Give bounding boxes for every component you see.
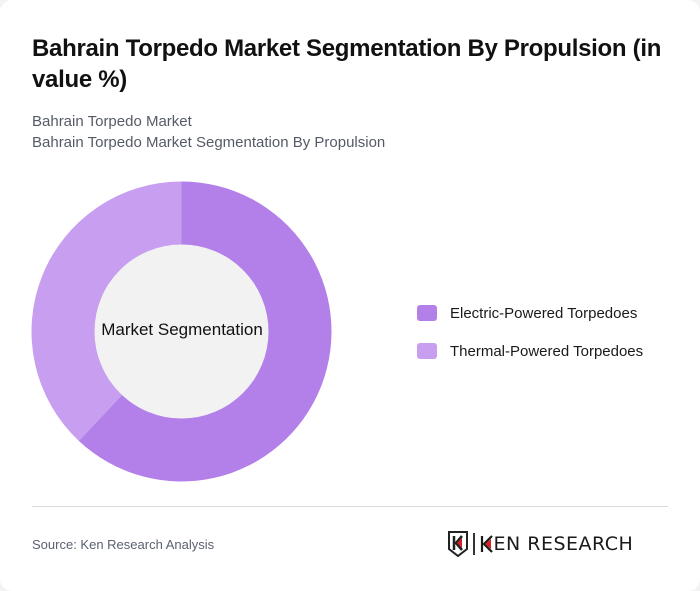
chart-subtitle-market: Bahrain Torpedo Market (32, 113, 192, 130)
chart-subtitle-segmentation: Bahrain Torpedo Market Segmentation By P… (32, 134, 386, 151)
logo-separator (473, 533, 475, 555)
donut-chart (31, 181, 332, 482)
chart-title: Bahrain Torpedo Market Segmentation By P… (32, 35, 662, 93)
legend-label-electric: Electric-Powered Torpedoes (450, 304, 638, 322)
chart-area: Market Segmentation Electric-Powered Tor… (0, 170, 700, 500)
legend-item-thermal[interactable]: Thermal-Powered Torpedoes (417, 341, 643, 361)
donut-center-label: Market Segmentation (101, 320, 263, 339)
legend-swatch-electric (417, 305, 437, 321)
chart-legend: Electric-Powered Torpedoes Thermal-Power… (417, 303, 643, 379)
ken-research-logo: EN RESEARCH (447, 531, 633, 557)
legend-label-thermal: Thermal-Powered Torpedoes (450, 342, 644, 360)
source-note: Source: Ken Research Analysis (32, 537, 215, 552)
ken-research-shield-icon (448, 531, 468, 557)
ken-k-glyph-icon (480, 535, 493, 553)
footer-divider (32, 506, 668, 507)
legend-item-electric[interactable]: Electric-Powered Torpedoes (417, 303, 643, 323)
logo-text: EN RESEARCH (493, 533, 634, 555)
donut-hole (94, 244, 269, 419)
legend-swatch-thermal (417, 343, 437, 359)
